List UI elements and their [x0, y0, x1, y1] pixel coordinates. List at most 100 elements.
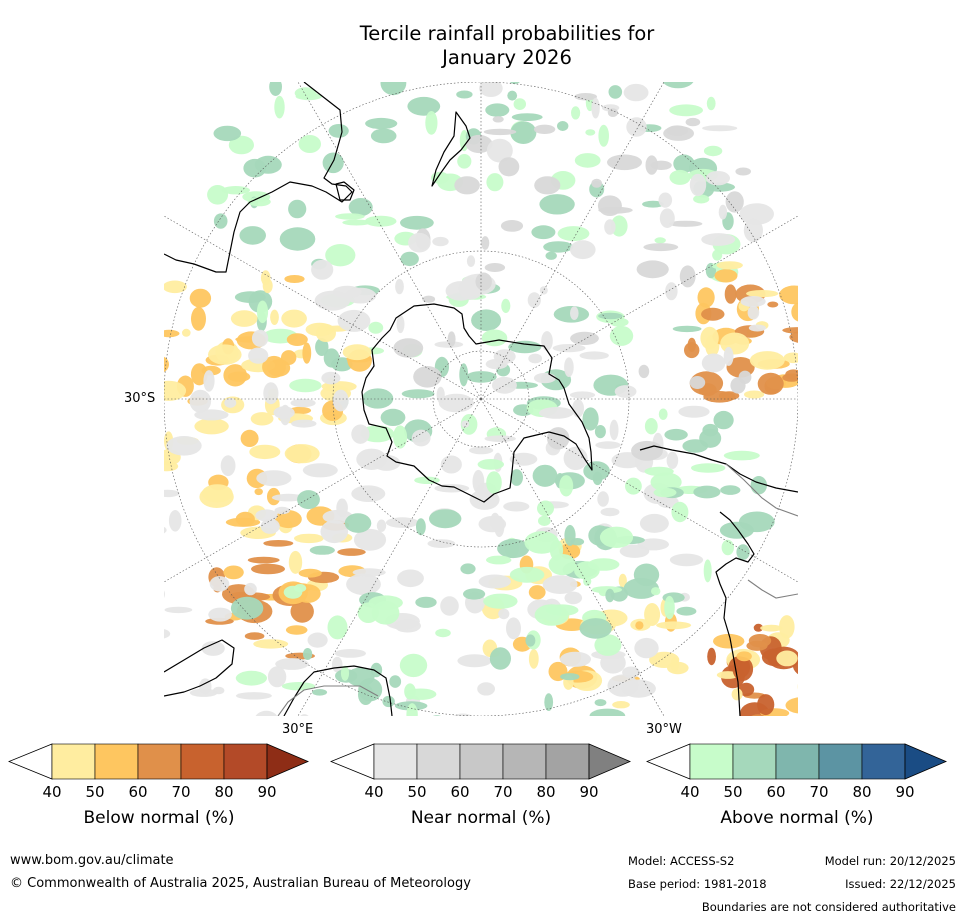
probability-patch	[477, 682, 495, 696]
probability-patch	[528, 353, 543, 364]
probability-patch	[348, 198, 373, 217]
probability-patch	[385, 517, 419, 528]
probability-patch	[393, 425, 408, 449]
meridian-line	[297, 82, 482, 400]
probability-patch	[454, 176, 480, 195]
probability-patch	[654, 237, 666, 244]
colorbar-max-triangle	[588, 743, 632, 780]
probability-patch	[440, 596, 459, 616]
probability-patch	[479, 82, 503, 97]
probability-patch	[528, 649, 539, 669]
probability-patch	[719, 521, 754, 539]
issued-text: Issued: 22/12/2025	[845, 877, 956, 891]
probability-patch	[631, 440, 663, 461]
probability-patch	[664, 595, 675, 620]
website-link[interactable]: www.bom.gov.au/climate	[10, 853, 174, 868]
tick-label: 50	[407, 783, 427, 801]
colorbar-segment	[775, 743, 820, 780]
probability-patch	[724, 284, 737, 304]
probability-patch	[557, 226, 590, 242]
probability-patch	[429, 509, 462, 529]
probability-patch	[284, 275, 305, 283]
probability-patch	[483, 128, 517, 136]
probability-patch	[571, 106, 581, 120]
probability-patch	[500, 220, 524, 232]
probability-patch	[251, 563, 285, 575]
probability-patch	[253, 639, 289, 649]
probability-patch	[662, 82, 694, 89]
probability-patch	[609, 419, 619, 441]
probability-patch	[356, 448, 387, 470]
graticule	[164, 82, 798, 716]
probability-patch	[291, 419, 317, 428]
rainfall-probability-map	[164, 82, 798, 716]
probability-patch	[415, 596, 437, 608]
probability-patch	[203, 370, 215, 392]
probability-patch	[256, 470, 292, 487]
probability-patch	[595, 441, 621, 449]
probability-patch	[744, 390, 765, 399]
probability-patch	[610, 215, 628, 237]
near-normal-label: Near normal (%)	[410, 808, 552, 828]
probability-patch	[592, 471, 603, 486]
colorbar-min-triangle	[330, 743, 375, 780]
probability-patch	[753, 623, 764, 632]
probability-patch	[560, 651, 591, 667]
probability-patch	[364, 215, 397, 227]
probability-patch	[625, 477, 642, 495]
probability-patch	[256, 300, 269, 324]
probability-patch	[548, 554, 577, 576]
probability-patch	[360, 425, 395, 443]
probability-patch	[544, 693, 554, 711]
probability-patch	[791, 302, 798, 322]
colorbar-segment	[137, 743, 182, 780]
probability-patch	[307, 632, 328, 648]
probability-patch	[634, 637, 659, 659]
probability-patch	[486, 173, 504, 192]
probability-patch	[749, 351, 785, 370]
colorbar-segment	[223, 743, 268, 780]
meridian-line	[480, 215, 798, 400]
probability-patch	[712, 249, 723, 261]
probability-patch	[740, 296, 766, 307]
probability-patch	[250, 412, 274, 426]
colorbar-segment	[180, 743, 225, 780]
probability-patch	[227, 371, 251, 382]
probability-patch	[244, 632, 265, 640]
probability-patch	[466, 255, 476, 267]
probability-patch	[396, 315, 405, 334]
probability-patch	[701, 353, 726, 373]
probability-patch	[559, 475, 574, 497]
meridian-line	[164, 215, 482, 400]
probability-patch	[725, 191, 744, 213]
probability-patch	[539, 286, 548, 295]
probability-patch	[321, 371, 341, 385]
probability-patch	[664, 428, 688, 441]
probability-patch	[689, 173, 707, 197]
probability-patch	[669, 553, 704, 567]
tick-label: 60	[766, 783, 786, 801]
tick-label: 80	[852, 783, 872, 801]
probability-patch	[279, 227, 316, 251]
probability-patch	[701, 233, 736, 246]
probability-patch	[352, 568, 386, 577]
probability-patch	[679, 265, 696, 288]
probability-patch	[767, 301, 779, 308]
probability-patch	[704, 182, 735, 192]
probability-patch	[189, 288, 212, 308]
above-normal-label: Above normal (%)	[720, 808, 874, 828]
probability-patch	[525, 634, 536, 647]
tick-label: 80	[536, 783, 556, 801]
probability-patch	[244, 582, 257, 596]
probability-patch	[290, 398, 316, 408]
probability-patch	[638, 364, 650, 379]
near-normal-ticks: 40 50 60 70 80 90	[330, 783, 632, 803]
above-normal-colorbar	[646, 743, 948, 780]
probability-patch	[534, 176, 561, 195]
probability-patch	[389, 675, 402, 688]
probability-patch	[249, 444, 281, 460]
probability-patch	[658, 192, 673, 208]
probability-patch	[395, 278, 404, 295]
probability-patch	[705, 171, 731, 186]
probability-patch	[235, 692, 272, 700]
